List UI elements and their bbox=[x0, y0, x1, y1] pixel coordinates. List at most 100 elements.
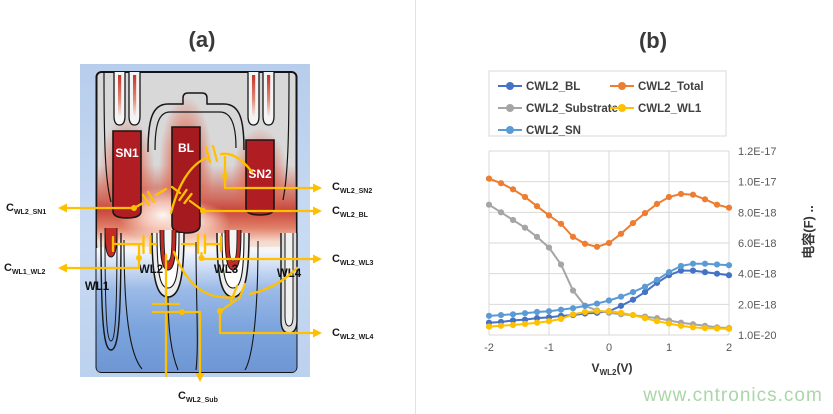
data-point bbox=[533, 233, 541, 240]
capacitance-annotations bbox=[58, 144, 322, 382]
data-point bbox=[569, 311, 577, 318]
legend-items: CWL2_BL CWL2_Total CWL2_Substrate CWL2_WL1 C… bbox=[498, 81, 704, 137]
label-wl2: WL2 bbox=[139, 264, 163, 276]
data-point bbox=[653, 276, 661, 283]
chart-series-CWL2_Total bbox=[485, 175, 733, 250]
data-point bbox=[545, 244, 553, 251]
wordline-trenches bbox=[100, 227, 298, 371]
data-point bbox=[617, 293, 625, 300]
data-point bbox=[509, 317, 517, 324]
electrodes bbox=[112, 126, 275, 234]
data-point bbox=[641, 283, 649, 290]
legend-label: CWL2_WL1 bbox=[638, 103, 702, 115]
cap-label-wl2-bl: CWL2_BL bbox=[332, 205, 369, 219]
data-point bbox=[617, 302, 625, 309]
data-point bbox=[701, 269, 709, 276]
x-tick-label: -1 bbox=[544, 342, 554, 354]
bitline-plug-contour bbox=[147, 92, 245, 153]
x-tick-label: 2 bbox=[726, 342, 732, 354]
data-point bbox=[509, 216, 517, 224]
legend-item-CWL2_WL1: CWL2_WL1 bbox=[610, 103, 702, 115]
y-tick-label: 1.0E-17 bbox=[738, 177, 777, 189]
device-body: SN1 BL SN2 WL1 WL2 WL3 WL4 bbox=[85, 71, 302, 373]
data-point bbox=[581, 240, 589, 247]
data-point bbox=[593, 308, 601, 315]
y-tick-label: 6.0E-18 bbox=[738, 238, 777, 250]
data-point bbox=[497, 209, 505, 216]
label-bl: BL bbox=[178, 141, 194, 155]
y-tick-label: 4.0E-18 bbox=[738, 269, 777, 281]
data-point bbox=[641, 315, 649, 322]
data-point bbox=[617, 230, 625, 237]
cap-label-wl2-wl4: CWL2_WL4 bbox=[332, 327, 374, 341]
data-point bbox=[545, 212, 553, 219]
data-point bbox=[509, 186, 517, 193]
y-tick-label: 1.0E-20 bbox=[738, 330, 777, 342]
legend-label: CWL2_SN bbox=[526, 125, 581, 137]
data-point bbox=[497, 311, 505, 319]
data-point bbox=[665, 269, 673, 276]
data-point bbox=[497, 322, 505, 329]
legend-box bbox=[488, 70, 727, 137]
data-point bbox=[485, 323, 493, 330]
legend-item-CWL2_BL: CWL2_BL bbox=[498, 81, 580, 93]
data-point bbox=[725, 262, 733, 269]
legend-label: CWL2_Substrate bbox=[526, 103, 618, 115]
legend-marker-dot bbox=[618, 104, 626, 112]
data-point bbox=[629, 296, 637, 303]
cap-label-wl2-wl3: CWL2_WL3 bbox=[332, 253, 374, 267]
data-point bbox=[485, 312, 493, 319]
data-point bbox=[533, 315, 541, 322]
data-point bbox=[725, 272, 733, 279]
data-point bbox=[545, 308, 553, 315]
data-point bbox=[701, 260, 709, 267]
label-sn2: SN2 bbox=[248, 167, 272, 181]
label-sn1: SN1 bbox=[115, 146, 139, 160]
x-tick-label: 0 bbox=[606, 342, 612, 354]
data-point bbox=[569, 233, 577, 240]
y-tick-label: 1.2E-17 bbox=[738, 146, 777, 158]
data-point bbox=[629, 288, 637, 296]
legend-marker-dot bbox=[506, 82, 514, 90]
data-point bbox=[713, 270, 721, 277]
data-point bbox=[533, 203, 541, 210]
x-tick-label: 1 bbox=[666, 342, 672, 354]
data-point bbox=[677, 267, 685, 274]
legend-label: CWL2_BL bbox=[526, 81, 580, 93]
data-point bbox=[677, 262, 685, 270]
data-point bbox=[569, 287, 577, 294]
watermark: www.cntronics.com bbox=[642, 385, 823, 406]
chart-plot-area: 1.2E-17 1.0E-17 8.0E-18 6.0E-18 4.0E-18 2.0E-… bbox=[484, 146, 776, 354]
data-point bbox=[725, 204, 733, 211]
data-point bbox=[557, 220, 565, 227]
data-point bbox=[545, 318, 553, 325]
data-point bbox=[533, 308, 541, 316]
chart-series-CWL2_SN bbox=[485, 260, 733, 319]
panel-a-title: (a) bbox=[189, 27, 216, 52]
legend-marker-dot bbox=[618, 82, 626, 90]
data-point bbox=[701, 325, 709, 332]
data-point bbox=[509, 311, 517, 318]
data-point bbox=[497, 180, 505, 187]
data-point bbox=[509, 321, 517, 329]
panel-b-title: (b) bbox=[639, 28, 667, 53]
data-point bbox=[653, 200, 661, 207]
data-point bbox=[521, 224, 529, 231]
data-point bbox=[689, 324, 697, 331]
legend-marker-dot bbox=[506, 126, 514, 134]
data-point bbox=[665, 320, 673, 327]
data-point bbox=[605, 308, 613, 315]
data-point bbox=[593, 243, 601, 250]
label-wl3: WL3 bbox=[214, 264, 238, 276]
legend-marker-dot bbox=[506, 104, 514, 112]
legend-item-CWL2_Substrate: CWL2_Substrate bbox=[498, 103, 618, 115]
data-point bbox=[629, 311, 637, 319]
data-point bbox=[521, 193, 529, 201]
cap-label-wl2-sub: CWL2_Sub bbox=[178, 390, 218, 404]
x-axis-title: VWL2(V) bbox=[592, 361, 633, 377]
data-point bbox=[485, 175, 493, 182]
data-point bbox=[677, 322, 685, 329]
data-point bbox=[701, 196, 709, 203]
cap-label-wl2-sn1: CWL2_SN1 bbox=[6, 202, 46, 216]
